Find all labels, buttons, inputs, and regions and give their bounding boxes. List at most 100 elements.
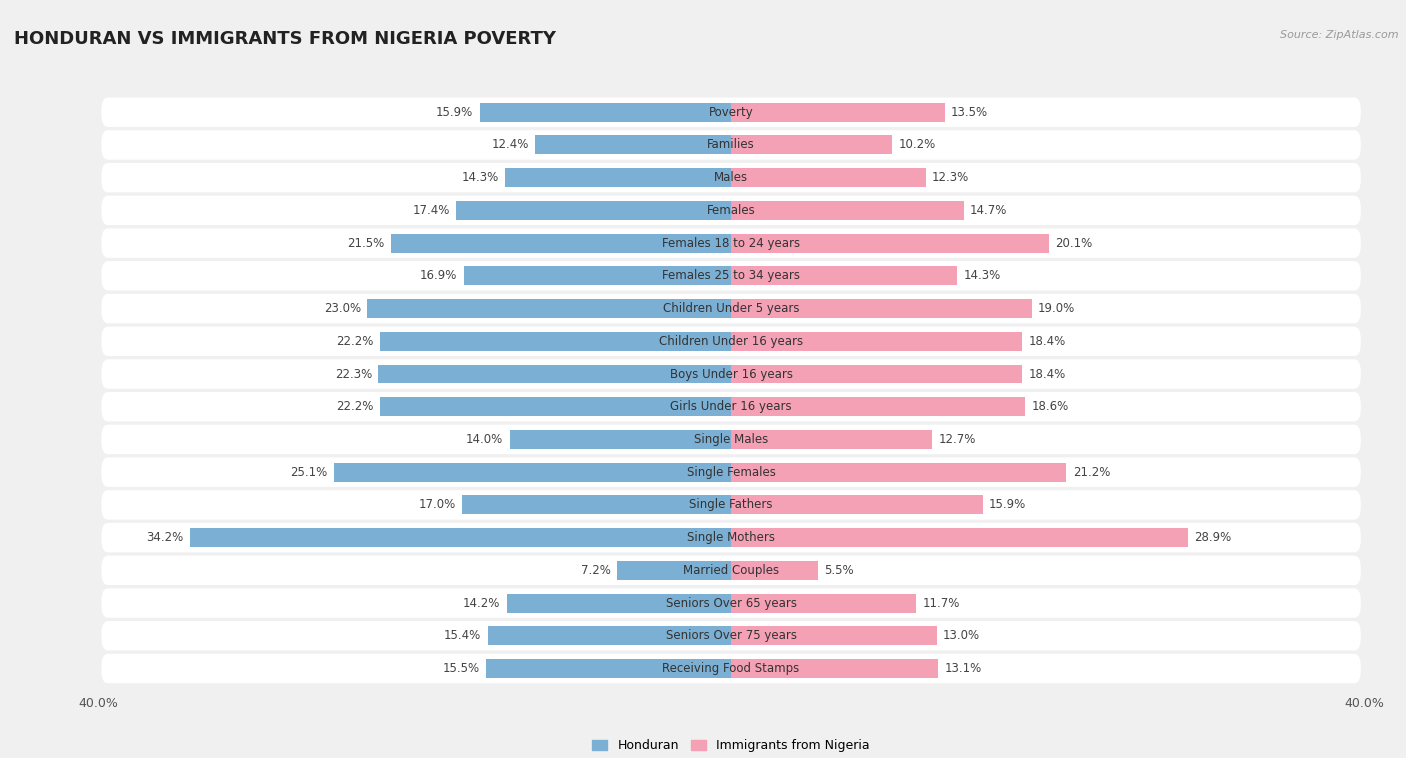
- Text: Children Under 5 years: Children Under 5 years: [662, 302, 800, 315]
- FancyBboxPatch shape: [101, 327, 1361, 356]
- Bar: [335, 462, 731, 481]
- FancyBboxPatch shape: [101, 588, 1361, 618]
- Bar: [190, 528, 731, 547]
- Text: 13.1%: 13.1%: [945, 662, 981, 675]
- Text: 14.2%: 14.2%: [463, 597, 501, 609]
- Text: Females: Females: [707, 204, 755, 217]
- Text: Single Females: Single Females: [686, 465, 776, 478]
- Text: 23.0%: 23.0%: [323, 302, 361, 315]
- Text: 19.0%: 19.0%: [1038, 302, 1076, 315]
- FancyBboxPatch shape: [101, 130, 1361, 160]
- Text: 21.2%: 21.2%: [1073, 465, 1111, 478]
- Text: 34.2%: 34.2%: [146, 531, 184, 544]
- Text: 5.5%: 5.5%: [824, 564, 853, 577]
- Text: 12.7%: 12.7%: [938, 433, 976, 446]
- FancyBboxPatch shape: [101, 163, 1361, 193]
- Text: 12.3%: 12.3%: [932, 171, 969, 184]
- Bar: [731, 496, 983, 515]
- FancyBboxPatch shape: [101, 490, 1361, 520]
- Bar: [731, 659, 938, 678]
- Text: 16.9%: 16.9%: [420, 269, 457, 282]
- Bar: [380, 397, 731, 416]
- Bar: [506, 594, 731, 612]
- Text: 14.3%: 14.3%: [461, 171, 499, 184]
- FancyBboxPatch shape: [101, 556, 1361, 585]
- Bar: [731, 136, 893, 155]
- FancyBboxPatch shape: [101, 359, 1361, 389]
- FancyBboxPatch shape: [101, 294, 1361, 324]
- FancyBboxPatch shape: [101, 424, 1361, 454]
- FancyBboxPatch shape: [101, 621, 1361, 650]
- Bar: [463, 496, 731, 515]
- Bar: [731, 594, 917, 612]
- Text: Married Couples: Married Couples: [683, 564, 779, 577]
- Text: 21.5%: 21.5%: [347, 236, 385, 249]
- Bar: [731, 266, 957, 285]
- Bar: [534, 136, 731, 155]
- Text: 18.4%: 18.4%: [1028, 368, 1066, 381]
- Bar: [731, 626, 936, 645]
- Text: Females 18 to 24 years: Females 18 to 24 years: [662, 236, 800, 249]
- Text: 17.4%: 17.4%: [412, 204, 450, 217]
- Bar: [731, 365, 1022, 384]
- FancyBboxPatch shape: [101, 654, 1361, 683]
- Text: Poverty: Poverty: [709, 105, 754, 119]
- Bar: [731, 299, 1032, 318]
- Text: 22.3%: 22.3%: [335, 368, 373, 381]
- Text: Children Under 16 years: Children Under 16 years: [659, 335, 803, 348]
- Text: 10.2%: 10.2%: [898, 139, 936, 152]
- Text: Receiving Food Stamps: Receiving Food Stamps: [662, 662, 800, 675]
- Text: 15.5%: 15.5%: [443, 662, 479, 675]
- Bar: [731, 168, 925, 187]
- Text: 11.7%: 11.7%: [922, 597, 960, 609]
- Text: 15.9%: 15.9%: [988, 499, 1026, 512]
- Text: 7.2%: 7.2%: [581, 564, 610, 577]
- Text: Single Males: Single Males: [695, 433, 768, 446]
- Bar: [731, 332, 1022, 351]
- Bar: [456, 201, 731, 220]
- Text: Single Mothers: Single Mothers: [688, 531, 775, 544]
- FancyBboxPatch shape: [101, 457, 1361, 487]
- Text: 18.6%: 18.6%: [1032, 400, 1069, 413]
- Bar: [380, 332, 731, 351]
- Text: 14.3%: 14.3%: [963, 269, 1001, 282]
- Text: 13.0%: 13.0%: [943, 629, 980, 642]
- Text: Single Fathers: Single Fathers: [689, 499, 773, 512]
- Bar: [479, 103, 731, 122]
- Text: 17.0%: 17.0%: [419, 499, 456, 512]
- Text: 15.4%: 15.4%: [444, 629, 481, 642]
- Text: Boys Under 16 years: Boys Under 16 years: [669, 368, 793, 381]
- Bar: [378, 365, 731, 384]
- Text: Girls Under 16 years: Girls Under 16 years: [671, 400, 792, 413]
- Bar: [486, 659, 731, 678]
- Bar: [731, 561, 818, 580]
- FancyBboxPatch shape: [101, 392, 1361, 421]
- Text: 12.4%: 12.4%: [491, 139, 529, 152]
- FancyBboxPatch shape: [101, 523, 1361, 553]
- Text: Source: ZipAtlas.com: Source: ZipAtlas.com: [1281, 30, 1399, 40]
- Bar: [731, 397, 1025, 416]
- Bar: [731, 233, 1049, 252]
- FancyBboxPatch shape: [101, 228, 1361, 258]
- FancyBboxPatch shape: [101, 196, 1361, 225]
- Text: 22.2%: 22.2%: [336, 335, 374, 348]
- Bar: [509, 430, 731, 449]
- Text: Females 25 to 34 years: Females 25 to 34 years: [662, 269, 800, 282]
- Bar: [464, 266, 731, 285]
- Legend: Honduran, Immigrants from Nigeria: Honduran, Immigrants from Nigeria: [592, 739, 870, 753]
- Bar: [505, 168, 731, 187]
- Text: 25.1%: 25.1%: [291, 465, 328, 478]
- Bar: [617, 561, 731, 580]
- Bar: [488, 626, 731, 645]
- Text: HONDURAN VS IMMIGRANTS FROM NIGERIA POVERTY: HONDURAN VS IMMIGRANTS FROM NIGERIA POVE…: [14, 30, 555, 49]
- Text: Males: Males: [714, 171, 748, 184]
- Bar: [391, 233, 731, 252]
- Bar: [731, 462, 1066, 481]
- Bar: [731, 528, 1188, 547]
- Text: 22.2%: 22.2%: [336, 400, 374, 413]
- Text: Seniors Over 75 years: Seniors Over 75 years: [665, 629, 797, 642]
- Text: 14.7%: 14.7%: [970, 204, 1007, 217]
- Text: 28.9%: 28.9%: [1195, 531, 1232, 544]
- FancyBboxPatch shape: [101, 98, 1361, 127]
- Bar: [731, 430, 932, 449]
